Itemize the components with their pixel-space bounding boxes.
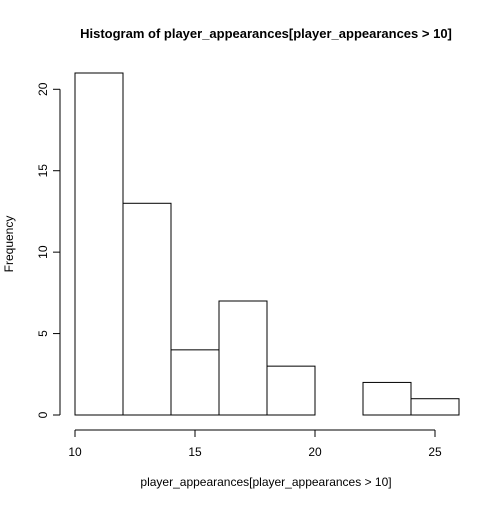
x-tick-label-10: 10 bbox=[68, 445, 82, 459]
histogram-bar-22-24 bbox=[363, 382, 411, 415]
x-tick-label-15: 15 bbox=[188, 445, 202, 459]
x-axis-label: player_appearances[player_appearances > … bbox=[140, 475, 391, 489]
y-axis-label: Frequency bbox=[2, 216, 16, 273]
y-axis: 0 5 10 15 20 bbox=[36, 82, 60, 418]
y-tick-label-10: 10 bbox=[36, 245, 50, 259]
histogram-bar-18-20 bbox=[267, 366, 315, 415]
y-tick-label-20: 20 bbox=[36, 82, 50, 96]
x-tick-label-25: 25 bbox=[428, 445, 442, 459]
histogram-bar-14-16 bbox=[171, 350, 219, 415]
y-tick-label-0: 0 bbox=[36, 411, 50, 418]
x-tick-label-20: 20 bbox=[308, 445, 322, 459]
histogram-bar-24-26 bbox=[411, 399, 459, 415]
histogram-bar-16-18 bbox=[219, 301, 267, 415]
chart-title: Histogram of player_appearances[player_a… bbox=[80, 26, 452, 41]
y-tick-label-5: 5 bbox=[36, 330, 50, 337]
histogram-bar-10-12 bbox=[75, 73, 123, 415]
y-tick-label-15: 15 bbox=[36, 164, 50, 178]
histogram-bars bbox=[75, 73, 459, 415]
x-axis: 10 15 20 25 bbox=[68, 430, 442, 459]
histogram-bar-12-14 bbox=[123, 203, 171, 415]
